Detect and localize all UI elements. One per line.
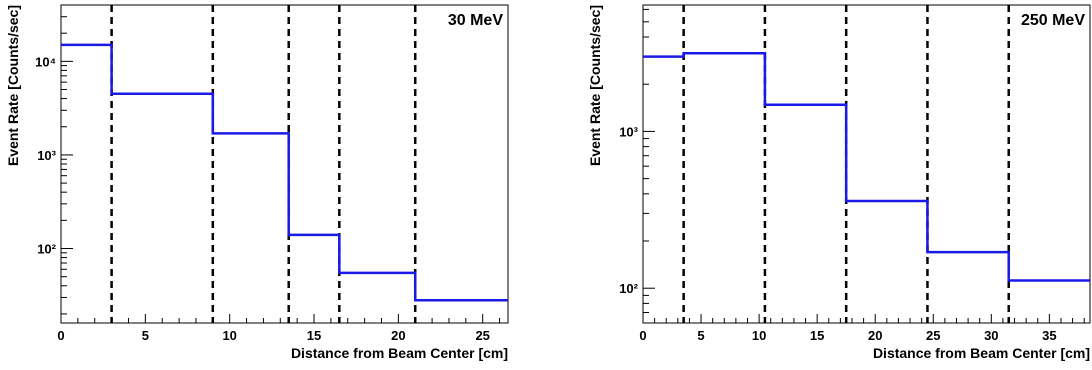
y-tick-label: 10²	[37, 242, 56, 257]
x-tick-label: 5	[697, 328, 704, 343]
y-tick-label: 10³	[619, 124, 638, 139]
x-tick-label: 20	[391, 328, 405, 343]
y-tick-label: 10⁴	[35, 54, 56, 69]
x-tick-label: 5	[142, 328, 149, 343]
y-tick-label: 10³	[37, 148, 56, 163]
event-rate-step-line	[643, 52, 1090, 282]
x-tick-label: 10	[222, 328, 236, 343]
energy-label: 250 MeV	[1021, 12, 1085, 29]
x-tick-label: 20	[868, 328, 882, 343]
x-axis-title: Distance from Beam Center [cm]	[291, 345, 508, 361]
plot-frame	[642, 4, 1091, 324]
event-rate-step-line	[61, 43, 508, 302]
x-axis-title: Distance from Beam Center [cm]	[873, 345, 1090, 361]
x-tick-label: 15	[810, 328, 824, 343]
x-tick-label: 10	[752, 328, 766, 343]
y-tick-label: 10²	[619, 281, 638, 296]
x-tick-label: 0	[57, 328, 64, 343]
x-tick-label: 30	[984, 328, 998, 343]
chart-panel-2: 0 5 10 15 20 25 30 35 10² 10³ 250 MeV Distance from…	[587, 4, 1091, 361]
x-tick-label: 15	[307, 328, 321, 343]
plot-frame	[60, 4, 509, 324]
chart-panel-1: 0 5 10 15 20 25 10² 10³ 10⁴ 30 MeV Distance from B…	[5, 4, 509, 361]
x-tick-label: 25	[926, 328, 940, 343]
x-tick-label: 25	[475, 328, 489, 343]
x-tick-label: 35	[1042, 328, 1056, 343]
y-axis-title: Event Rate [Counts/sec]	[587, 5, 603, 166]
y-axis-title: Event Rate [Counts/sec]	[5, 5, 21, 166]
x-tick-label: 0	[639, 328, 646, 343]
energy-label: 30 MeV	[448, 12, 503, 29]
